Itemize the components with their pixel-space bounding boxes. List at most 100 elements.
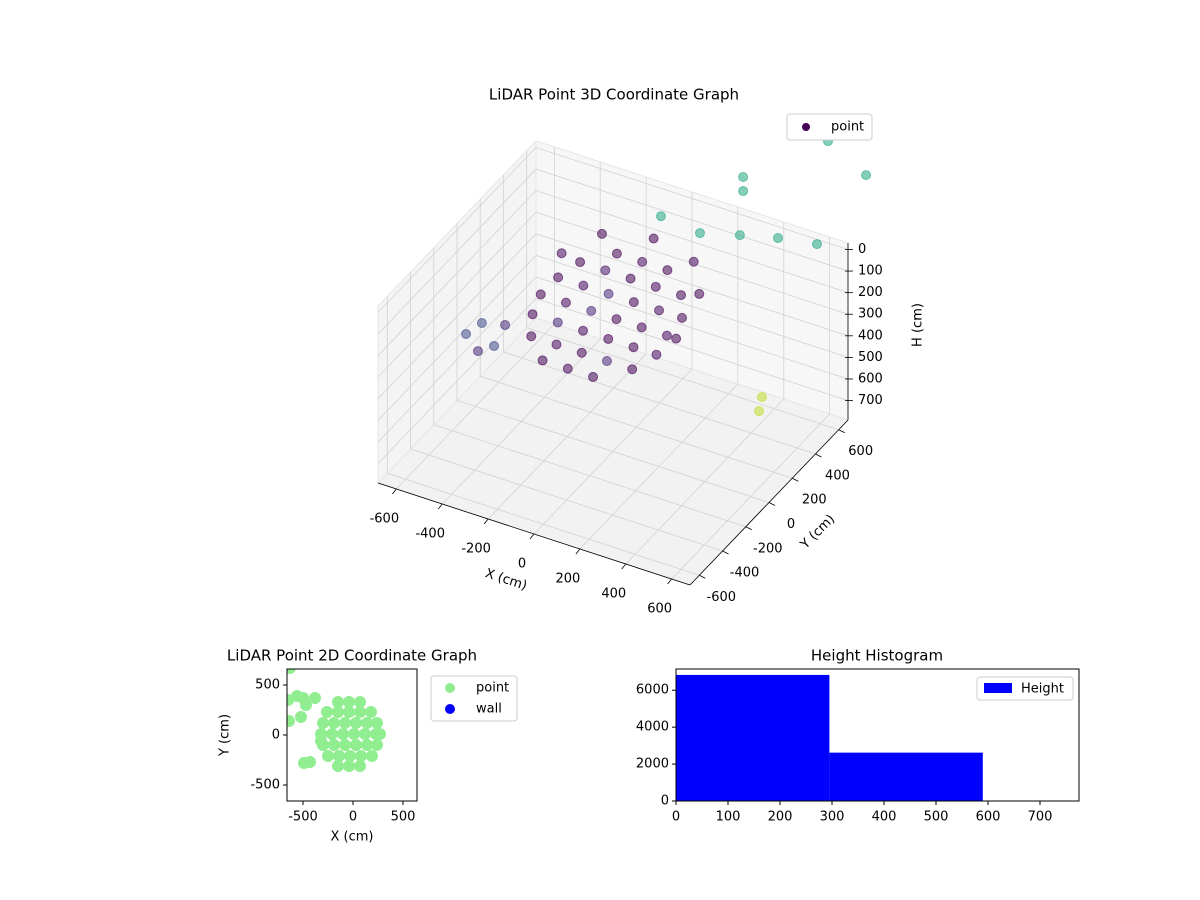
y-tick-label: 500	[255, 678, 280, 693]
grid-line	[456, 400, 770, 503]
point	[738, 186, 749, 197]
y-tick-label: 200	[802, 493, 827, 508]
point	[332, 760, 344, 772]
legend-label: point	[831, 120, 864, 135]
bar	[676, 674, 830, 801]
point	[694, 288, 705, 299]
x-tick-label: 600	[976, 810, 1001, 825]
point	[601, 356, 612, 367]
point	[734, 230, 745, 241]
point	[337, 728, 349, 740]
point	[461, 328, 472, 339]
point	[371, 717, 383, 729]
x-tick	[483, 518, 489, 525]
legend-label: point	[476, 681, 509, 696]
point	[287, 715, 295, 727]
grid-line	[377, 276, 537, 443]
grid-line	[410, 448, 723, 552]
y-tick-label: -500	[250, 778, 280, 793]
x-tick-label: 200	[555, 572, 580, 587]
axes-frame	[675, 668, 1080, 802]
y-tick-label: 0	[272, 728, 280, 743]
axis-line	[689, 419, 849, 586]
point	[560, 297, 571, 308]
y-tick	[792, 477, 799, 482]
point	[332, 696, 344, 708]
point	[603, 288, 614, 299]
grid-line	[535, 147, 849, 250]
grid-line	[377, 233, 537, 400]
plot-area	[287, 669, 386, 772]
point	[575, 257, 586, 268]
point	[489, 340, 500, 351]
point	[339, 717, 351, 729]
legend-box	[786, 113, 873, 141]
axis-line	[377, 482, 691, 586]
x-tick-label: -600	[370, 512, 400, 527]
point	[374, 728, 386, 740]
point	[361, 739, 373, 751]
point	[661, 330, 672, 341]
x-tick-label: -500	[288, 810, 318, 825]
point	[576, 347, 587, 358]
point	[671, 333, 682, 344]
z-tick-label: 0	[858, 242, 866, 257]
point	[535, 289, 546, 300]
legend-box	[976, 676, 1074, 701]
x-tick-label: -200	[461, 542, 491, 557]
point	[676, 290, 687, 301]
z-tick-label: 600	[858, 371, 883, 386]
point	[317, 739, 329, 751]
grid-line	[377, 211, 537, 378]
y-tick-label: 4000	[636, 720, 669, 735]
grid-line	[535, 276, 849, 380]
grid-line	[377, 147, 537, 313]
point	[326, 728, 338, 740]
x-tick	[667, 578, 672, 585]
z-tick-label: 400	[858, 328, 883, 343]
y-tick-label: 600	[848, 444, 873, 459]
z-tick-label: 200	[858, 285, 883, 300]
legend-label: wall	[476, 702, 502, 717]
point	[677, 312, 687, 323]
point	[588, 371, 599, 382]
point	[552, 317, 563, 328]
point	[526, 331, 537, 342]
point	[371, 739, 383, 751]
chart-title: LiDAR Point 2D Coordinate Graph	[227, 647, 477, 665]
z-tick-label: 100	[858, 264, 883, 279]
point	[354, 760, 366, 772]
x-tick-label: 500	[924, 810, 949, 825]
point	[754, 406, 765, 417]
point	[350, 739, 362, 751]
point	[738, 172, 749, 183]
y-tick	[722, 550, 729, 555]
bar	[829, 752, 983, 801]
x-tick-label: 300	[820, 810, 845, 825]
z-tick-label: 700	[858, 393, 883, 408]
point	[650, 281, 661, 292]
x-tick-label: 0	[349, 810, 357, 825]
grid-line	[387, 472, 700, 576]
point	[328, 717, 340, 729]
point	[339, 739, 351, 751]
point	[662, 265, 673, 276]
point	[611, 314, 622, 325]
y-tick	[745, 526, 752, 531]
z-tick-label: 300	[858, 307, 883, 322]
x-tick-label: 0	[518, 557, 526, 572]
point	[772, 233, 783, 244]
point	[556, 248, 567, 259]
y-tick-label: -600	[707, 590, 737, 605]
point	[637, 256, 648, 267]
point	[350, 717, 362, 729]
point	[537, 355, 548, 366]
legend-box	[430, 675, 518, 722]
grid-line	[535, 233, 849, 337]
point	[317, 717, 329, 729]
y-tick-label: 400	[825, 468, 850, 483]
chart-title: Height Histogram	[811, 647, 943, 665]
point	[333, 750, 345, 762]
point	[361, 717, 373, 729]
